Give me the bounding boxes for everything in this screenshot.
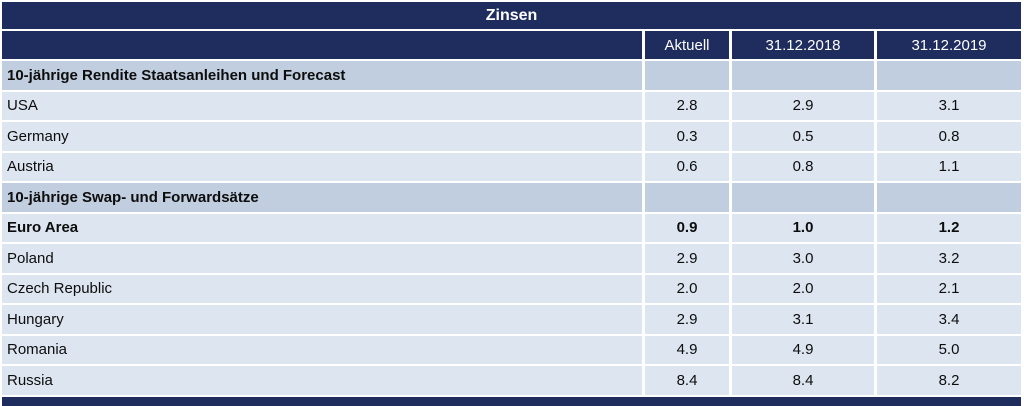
value-2018: 2.9 <box>732 91 874 120</box>
value-2019: 2.1 <box>877 274 1021 303</box>
row-label: USA <box>2 91 642 120</box>
section-header-row: 10-jährige Swap- und Forwardsätze <box>2 183 1021 212</box>
section-header-spacer <box>645 183 729 212</box>
value-2018: 4.9 <box>732 335 874 364</box>
value-2018: 0.8 <box>732 152 874 181</box>
section-header-spacer <box>645 61 729 90</box>
value-2018: 2.0 <box>732 274 874 303</box>
value-2019: 0.8 <box>877 122 1021 151</box>
row-label: Czech Republic <box>2 274 642 303</box>
table-rows: 10-jährige Rendite Staatsanleihen und Fo… <box>2 61 1021 395</box>
row-label: Poland <box>2 244 642 273</box>
row-label: Romania <box>2 335 642 364</box>
section-header-spacer <box>877 61 1021 90</box>
value-2018: 0.5 <box>732 122 874 151</box>
value-2019: 3.1 <box>877 91 1021 120</box>
column-header-2018: 31.12.2018 <box>732 31 874 59</box>
value-aktuell: 2.0 <box>645 274 729 303</box>
column-header-2019: 31.12.2019 <box>877 31 1021 59</box>
value-aktuell: 2.9 <box>645 305 729 334</box>
table-bottom-bar <box>2 396 1021 406</box>
table-row: Romania 4.9 4.9 5.0 <box>2 335 1021 364</box>
section-header-spacer <box>877 183 1021 212</box>
value-2019: 5.0 <box>877 335 1021 364</box>
value-aktuell: 0.9 <box>645 213 729 242</box>
value-2018: 3.1 <box>732 305 874 334</box>
table-row: Germany 0.3 0.5 0.8 <box>2 122 1021 151</box>
value-aktuell: 0.3 <box>645 122 729 151</box>
value-2019: 1.1 <box>877 152 1021 181</box>
value-2019: 1.2 <box>877 213 1021 242</box>
table-row: Poland 2.9 3.0 3.2 <box>2 244 1021 273</box>
table-row: Czech Republic 2.0 2.0 2.1 <box>2 274 1021 303</box>
section-header-spacer <box>732 183 874 212</box>
section-header-spacer <box>732 61 874 90</box>
table-title: Zinsen <box>485 6 538 24</box>
section-header-label: 10-jährige Swap- und Forwardsätze <box>2 183 642 212</box>
section-header-label: 10-jährige Rendite Staatsanleihen und Fo… <box>2 61 642 90</box>
value-aktuell: 8.4 <box>645 366 729 395</box>
row-label: Russia <box>2 366 642 395</box>
table-row: Euro Area 0.9 1.0 1.2 <box>2 213 1021 242</box>
value-2018: 3.0 <box>732 244 874 273</box>
column-header-aktuell: Aktuell <box>645 31 729 59</box>
value-aktuell: 0.6 <box>645 152 729 181</box>
value-2018: 8.4 <box>732 366 874 395</box>
value-aktuell: 2.8 <box>645 91 729 120</box>
column-header-empty <box>2 31 642 59</box>
table-title-bar: Zinsen <box>2 2 1021 29</box>
table-row: Russia 8.4 8.4 8.2 <box>2 366 1021 395</box>
row-label: Euro Area <box>2 213 642 242</box>
row-label: Hungary <box>2 305 642 334</box>
table-row: USA 2.8 2.9 3.1 <box>2 91 1021 120</box>
value-2019: 3.4 <box>877 305 1021 334</box>
value-2019: 8.2 <box>877 366 1021 395</box>
column-header-row: Aktuell 31.12.2018 31.12.2019 <box>2 31 1021 59</box>
value-2018: 1.0 <box>732 213 874 242</box>
value-aktuell: 4.9 <box>645 335 729 364</box>
table-row: Austria 0.6 0.8 1.1 <box>2 152 1021 181</box>
row-label: Austria <box>2 152 642 181</box>
section-header-row: 10-jährige Rendite Staatsanleihen und Fo… <box>2 61 1021 90</box>
value-aktuell: 2.9 <box>645 244 729 273</box>
value-2019: 3.2 <box>877 244 1021 273</box>
row-label: Germany <box>2 122 642 151</box>
table-row: Hungary 2.9 3.1 3.4 <box>2 305 1021 334</box>
